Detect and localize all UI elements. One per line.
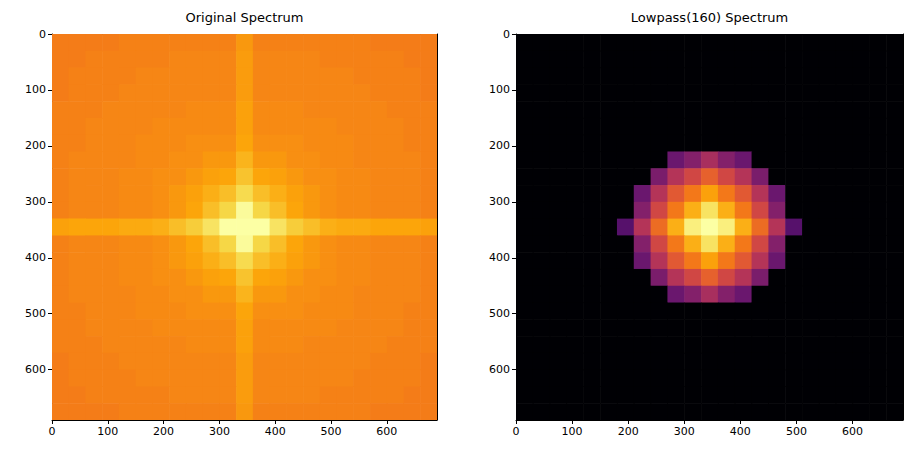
svg-text:400: 400 <box>489 251 510 264</box>
svg-text:500: 500 <box>786 425 807 438</box>
svg-text:400: 400 <box>730 425 751 438</box>
svg-text:200: 200 <box>25 139 46 152</box>
svg-text:Original Spectrum: Original Spectrum <box>186 10 304 25</box>
svg-text:300: 300 <box>674 425 695 438</box>
svg-text:600: 600 <box>489 363 510 376</box>
svg-text:300: 300 <box>489 195 510 208</box>
svg-text:Lowpass(160) Spectrum: Lowpass(160) Spectrum <box>631 10 788 25</box>
svg-text:600: 600 <box>842 425 863 438</box>
svg-text:500: 500 <box>489 307 510 320</box>
svg-text:0: 0 <box>513 425 520 438</box>
svg-text:200: 200 <box>618 425 639 438</box>
svg-text:600: 600 <box>25 363 46 376</box>
svg-text:0: 0 <box>49 425 56 438</box>
svg-text:100: 100 <box>97 425 118 438</box>
svg-text:100: 100 <box>562 425 583 438</box>
svg-text:0: 0 <box>503 28 510 41</box>
svg-text:200: 200 <box>489 139 510 152</box>
svg-text:400: 400 <box>265 425 286 438</box>
svg-text:300: 300 <box>25 195 46 208</box>
svg-text:0: 0 <box>39 28 46 41</box>
svg-text:100: 100 <box>25 83 46 96</box>
svg-text:600: 600 <box>376 425 397 438</box>
svg-text:500: 500 <box>320 425 341 438</box>
svg-text:400: 400 <box>25 251 46 264</box>
svg-text:300: 300 <box>209 425 230 438</box>
svg-text:500: 500 <box>25 307 46 320</box>
svg-text:100: 100 <box>489 83 510 96</box>
svg-text:200: 200 <box>153 425 174 438</box>
